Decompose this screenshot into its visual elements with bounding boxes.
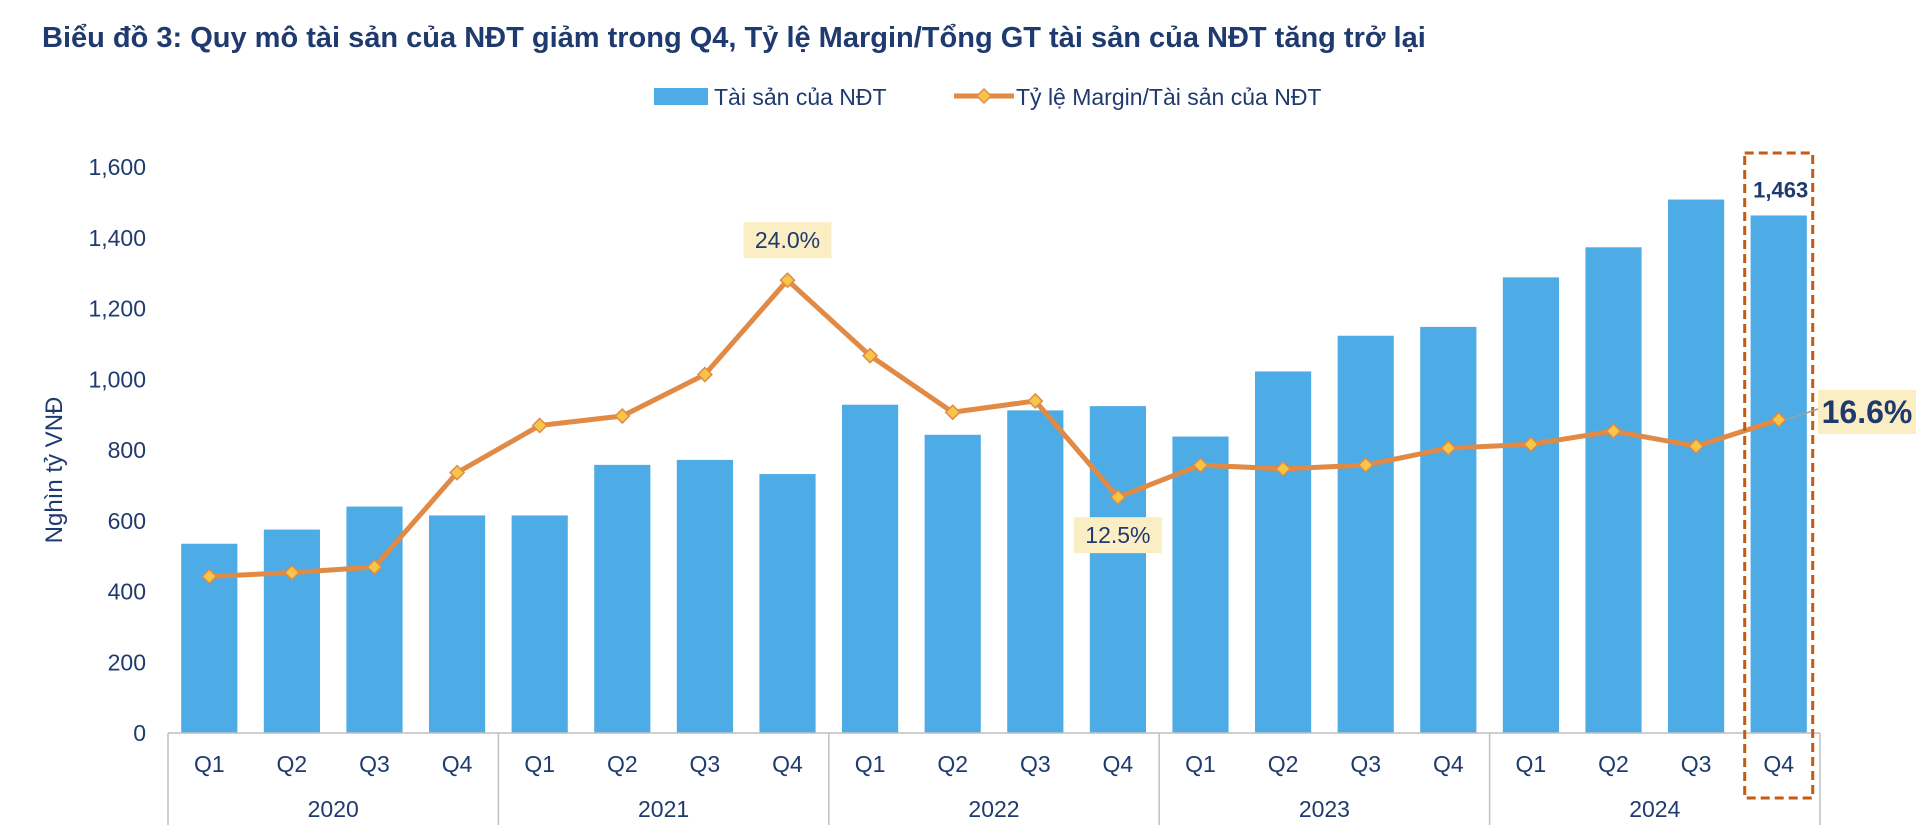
line-point (1440, 440, 1457, 457)
x-tick-label: Q4 (1763, 751, 1794, 777)
line-series (201, 272, 1787, 585)
x-tick-label: Q1 (855, 751, 886, 777)
bar (1089, 406, 1146, 733)
bar (263, 529, 320, 733)
bar (1172, 436, 1229, 733)
bar (1668, 199, 1725, 734)
x-group-label: 2024 (1629, 796, 1680, 822)
bar (429, 515, 486, 733)
legend-label: Tài sản của NĐT (714, 84, 887, 110)
line-point (1275, 460, 1292, 477)
x-group-label: 2020 (308, 796, 359, 822)
x-tick-label: Q4 (1433, 751, 1464, 777)
data-label-bg (1073, 517, 1162, 554)
x-tick-label: Q3 (359, 751, 390, 777)
bar (1502, 277, 1559, 733)
bar (1337, 335, 1394, 733)
data-label-bg (743, 222, 832, 259)
line-point (862, 347, 879, 364)
x-group-label: 2021 (638, 796, 689, 822)
legend-marker (975, 87, 993, 105)
line-point (449, 464, 466, 481)
data-label: 12.5% (1085, 522, 1150, 548)
line-point (614, 407, 631, 425)
line-point (1522, 436, 1539, 453)
line-point (531, 417, 548, 434)
data-label: 16.6% (1822, 394, 1913, 430)
line-point (696, 366, 713, 383)
bar (676, 459, 733, 733)
line-point (1109, 489, 1126, 506)
y-tick-label: 400 (108, 579, 146, 605)
x-tick-label: Q1 (1516, 751, 1547, 777)
line-point (944, 404, 961, 421)
line-point (1605, 423, 1622, 440)
x-tick-label: Q2 (1598, 751, 1629, 777)
bar-series (181, 199, 1807, 734)
line-point (1192, 457, 1209, 474)
x-tick-label: Q4 (442, 751, 473, 777)
bar (1420, 326, 1477, 733)
highlight-box (1743, 151, 1815, 800)
x-tick-label: Q2 (277, 751, 308, 777)
y-tick-label: 1,200 (88, 296, 146, 322)
x-tick-label: Q2 (1268, 751, 1299, 777)
x-group-label: 2023 (1299, 796, 1350, 822)
series-line (209, 277, 1780, 579)
y-axis-label: Nghìn tỷ VNĐ (41, 397, 68, 544)
x-tick-label: Q2 (607, 751, 638, 777)
x-group-label: 2022 (968, 796, 1019, 822)
line-point (1027, 392, 1044, 410)
bar (1007, 410, 1064, 733)
x-tick-label: Q1 (524, 751, 555, 777)
x-tick-label: Q3 (1020, 751, 1051, 777)
x-tick-label: Q2 (937, 751, 968, 777)
y-tick-label: 600 (108, 508, 146, 534)
line-point (779, 272, 796, 289)
line-point (366, 558, 383, 576)
x-tick-label: Q3 (1681, 751, 1712, 777)
legend: Tài sản của NĐT Tỷ lệ Margin/Tài sản của … (654, 84, 1321, 110)
data-label: 1,463 (1753, 177, 1808, 202)
y-axis: 0 200 400 600 800 1,000 1,200 1,400 1,600 Nghìn t… (41, 154, 146, 746)
bar (842, 404, 899, 733)
x-axis: Q1 Q2 Q3 Q4 Q1 Q2 Q3 Q4 Q1 Q2 Q3 Q4 Q1 Q2 Q3 Q4 Q1 Q2 Q3 Q4… (167, 732, 1821, 825)
x-tick-label: Q1 (194, 751, 225, 777)
bar (1585, 247, 1642, 733)
bar (594, 464, 651, 733)
x-tick-label: Q1 (1185, 751, 1216, 777)
leader-line (1786, 408, 1819, 421)
x-tick-label: Q4 (772, 751, 803, 777)
line-point (283, 564, 300, 581)
data-label-bg (1818, 390, 1916, 434)
y-tick-label: 200 (108, 649, 146, 675)
line-point (201, 568, 218, 585)
legend-label: Tỷ lệ Margin/Tài sản của NĐT (1016, 84, 1321, 110)
legend-swatch-bar (654, 88, 708, 105)
bar (1750, 215, 1807, 733)
x-tick-label: Q3 (1350, 751, 1381, 777)
page-title: Biểu đồ 3: Quy mô tài sản của NĐT giảm t… (42, 22, 1426, 54)
data-label: 24.0% (755, 227, 820, 253)
y-tick-label: 1,000 (88, 366, 146, 392)
bar (511, 515, 568, 733)
line-point (1770, 411, 1787, 428)
bar (346, 506, 403, 733)
y-tick-label: 0 (133, 720, 146, 746)
y-tick-label: 1,600 (88, 154, 146, 180)
line-point (1357, 457, 1374, 474)
x-tick-label: Q3 (690, 751, 721, 777)
x-tick-label: Q4 (1103, 751, 1134, 777)
annotations: 24.0% 12.5% 16.6% 1,463 (743, 151, 1916, 800)
line-point (1688, 438, 1705, 455)
bar (1255, 371, 1312, 733)
y-tick-label: 1,400 (88, 225, 146, 251)
bar (759, 474, 816, 733)
bar (924, 434, 981, 733)
y-tick-label: 800 (108, 437, 146, 463)
